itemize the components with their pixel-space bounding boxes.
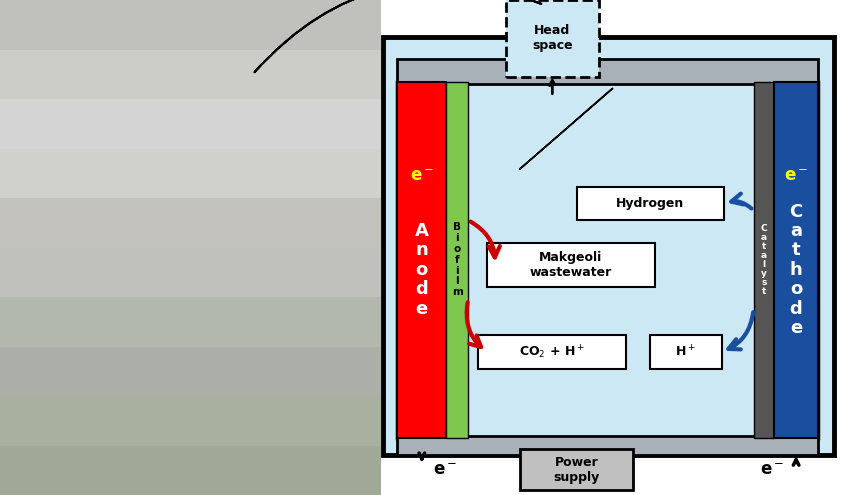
Bar — [0, 0, 381, 50]
Bar — [650, 335, 722, 369]
Bar — [0, 248, 381, 297]
Bar — [506, 0, 599, 77]
Bar — [0, 396, 381, 446]
Bar — [0, 50, 381, 99]
Text: C
a
t
h
o
d
e: C a t h o d e — [790, 202, 802, 337]
Text: Makgeoli
wastewater: Makgeoli wastewater — [530, 251, 612, 279]
Bar — [397, 436, 818, 455]
Bar — [0, 297, 381, 346]
Bar — [506, 0, 599, 77]
Bar — [0, 198, 381, 248]
Bar — [487, 243, 655, 287]
Text: C
a
t
a
l
y
s
t: C a t a l y s t — [760, 224, 767, 296]
Text: H$^+$: H$^+$ — [675, 345, 696, 359]
Text: B
i
o
f
i
l
m: B i o f i l m — [452, 222, 462, 297]
Bar — [0, 346, 381, 396]
Text: Power
supply: Power supply — [553, 456, 600, 484]
Bar — [577, 187, 724, 220]
Bar — [0, 0, 381, 495]
Bar — [397, 82, 818, 438]
Bar — [383, 37, 834, 455]
FancyArrowPatch shape — [520, 89, 613, 169]
Bar — [397, 59, 818, 84]
Bar — [0, 99, 381, 148]
Bar — [0, 446, 381, 495]
Text: e$^-$: e$^-$ — [784, 167, 808, 185]
Bar — [397, 82, 446, 438]
Bar — [520, 449, 633, 490]
Text: A
n
o
d
e: A n o d e — [415, 222, 429, 318]
Text: Hydrogen: Hydrogen — [616, 197, 685, 210]
Text: e$^-$: e$^-$ — [434, 461, 457, 479]
Bar — [446, 82, 468, 438]
Bar — [478, 335, 626, 369]
Text: e$^-$: e$^-$ — [410, 167, 434, 185]
Bar — [0, 148, 381, 198]
Bar — [774, 82, 818, 438]
FancyArrowPatch shape — [254, 0, 541, 72]
Text: e$^-$: e$^-$ — [760, 461, 785, 479]
Text: Head
space: Head space — [532, 24, 573, 52]
Bar — [754, 82, 774, 438]
Text: CO$_2$ + H$^+$: CO$_2$ + H$^+$ — [519, 343, 585, 361]
